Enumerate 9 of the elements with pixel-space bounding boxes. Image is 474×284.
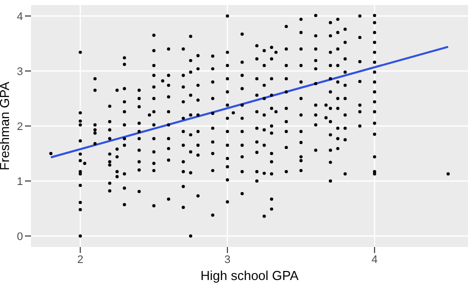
y-tick-label: 0 xyxy=(16,230,23,243)
y-tick-label: 3 xyxy=(16,66,23,78)
y-tick-label: 4 xyxy=(16,10,23,23)
x-tick-label: 2 xyxy=(77,254,84,266)
y-tick-label: 2 xyxy=(16,120,23,133)
y-tick-label: 1 xyxy=(16,176,23,188)
x-axis-title: High school GPA xyxy=(200,268,299,283)
x-tick-label: 3 xyxy=(224,254,230,266)
x-tick-label: 4 xyxy=(372,254,378,266)
